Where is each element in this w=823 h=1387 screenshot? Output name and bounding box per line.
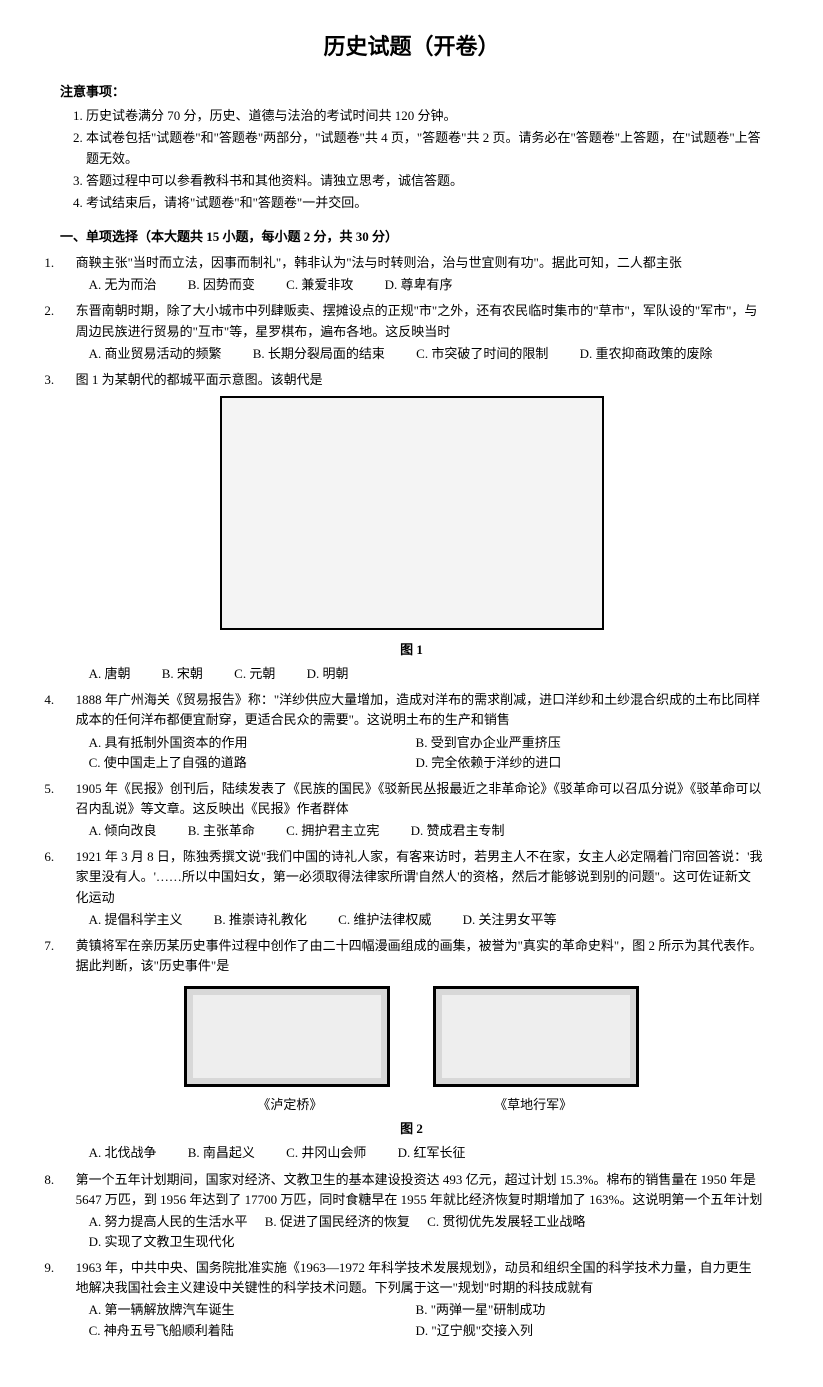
question-stem: 1963 年，中共中央、国务院批准实施《1963—1972 年科学技术发展规划》… xyxy=(76,1260,752,1295)
figure-2 xyxy=(60,982,763,1091)
options-grid: A. 第一辆解放牌汽车诞生 B. "两弹一星"研制成功 C. 神舟五号飞船顺利着… xyxy=(89,1300,763,1340)
notice-header: 注意事项： xyxy=(60,82,763,102)
notice-item: 本试卷包括"试题卷"和"答题卷"两部分，"试题卷"共 4 页，"答题卷"共 2 … xyxy=(86,128,763,168)
painting-label-2: 《草地行军》 xyxy=(413,1095,653,1115)
opt-d: D. 关注男女平等 xyxy=(463,910,557,930)
notice-item: 考试结束后，请将"试题卷"和"答题卷"一并交回。 xyxy=(86,193,763,213)
opt-d: D. 红军长征 xyxy=(398,1143,466,1163)
opt-c: C. 元朝 xyxy=(234,664,275,684)
city-map-illustration xyxy=(220,396,604,630)
opt-c: C. 拥护君主立宪 xyxy=(286,821,379,841)
opt-c: C. 市突破了时间的限制 xyxy=(416,344,548,364)
question-stem: 商鞅主张"当时而立法，因事而制礼"，韩非认为"法与时转则治，治与世宜则有功"。据… xyxy=(76,255,682,270)
opt-d: D. "辽宁舰"交接入列 xyxy=(416,1321,740,1341)
question-5: 5.1905 年《民报》创刊后，陆续发表了《民族的国民》《驳新民丛报最近之非革命… xyxy=(76,779,763,819)
opt-d: D. 重农抑商政策的废除 xyxy=(580,344,713,364)
question-7: 7.黄镇将军在亲历某历史事件过程中创作了由二十四幅漫画组成的画集，被誉为"真实的… xyxy=(76,936,763,976)
opt-a: A. 具有抵制外国资本的作用 xyxy=(89,733,413,753)
options-row: A. 无为而治 B. 因势而变 C. 兼爱非攻 D. 尊卑有序 xyxy=(89,275,763,295)
question-2: 2.东晋南朝时期，除了大小城市中列肆贩卖、摆摊设点的正规"市"之外，还有农民临时… xyxy=(76,301,763,341)
options-row: A. 提倡科学主义 B. 推崇诗礼教化 C. 维护法律权威 D. 关注男女平等 xyxy=(89,910,763,930)
opt-c: C. 维护法律权威 xyxy=(338,910,431,930)
opt-b: B. 受到官办企业严重挤压 xyxy=(416,733,740,753)
question-stem: 图 1 为某朝代的都城平面示意图。该朝代是 xyxy=(76,372,323,387)
section-heading: 一、单项选择（本大题共 15 小题，每小题 2 分，共 30 分） xyxy=(60,227,763,247)
exam-page: 历史试题（开卷） 注意事项： 历史试卷满分 70 分，历史、道德与法治的考试时间… xyxy=(0,0,823,1387)
opt-a: A. 倾向改良 xyxy=(89,821,157,841)
notice-item: 答题过程中可以参看教科书和其他资料。请独立思考，诚信答题。 xyxy=(86,171,763,191)
question-stem: 第一个五年计划期间，国家对经济、文教卫生的基本建设投资达 493 亿元，超过计划… xyxy=(76,1172,763,1207)
question-stem: 1888 年广州海关《贸易报告》称："洋纱供应大量增加，造成对洋布的需求削减，进… xyxy=(76,692,761,727)
options-row: A. 倾向改良 B. 主张革命 C. 拥护君主立宪 D. 赞成君主专制 xyxy=(89,821,763,841)
notice-item: 历史试卷满分 70 分，历史、道德与法治的考试时间共 120 分钟。 xyxy=(86,106,763,126)
opt-c: C. 井冈山会师 xyxy=(286,1143,366,1163)
options-grid: A. 具有抵制外国资本的作用 B. 受到官办企业严重挤压 C. 使中国走上了自强… xyxy=(89,733,763,773)
question-8: 8.第一个五年计划期间，国家对经济、文教卫生的基本建设投资达 493 亿元，超过… xyxy=(76,1170,763,1210)
opt-b: B. 促进了国民经济的恢复 xyxy=(265,1212,410,1232)
options-row: A. 努力提高人民的生活水平 B. 促进了国民经济的恢复 C. 贯彻优先发展轻工… xyxy=(89,1212,763,1252)
opt-c: C. 兼爱非攻 xyxy=(286,275,353,295)
opt-a: A. 唐朝 xyxy=(89,664,131,684)
options-row: A. 北伐战争 B. 南昌起义 C. 井冈山会师 D. 红军长征 xyxy=(89,1143,763,1163)
options-row: A. 唐朝 B. 宋朝 C. 元朝 D. 明朝 xyxy=(89,664,763,684)
question-1: 1.商鞅主张"当时而立法，因事而制礼"，韩非认为"法与时转则治，治与世宜则有功"… xyxy=(76,253,763,273)
opt-b: B. 宋朝 xyxy=(162,664,203,684)
painting-luding-bridge xyxy=(184,986,390,1087)
opt-d: D. 完全依赖于洋纱的进口 xyxy=(416,753,740,773)
question-stem: 东晋南朝时期，除了大小城市中列肆贩卖、摆摊设点的正规"市"之外，还有农民临时集市… xyxy=(76,303,758,338)
figure-1-caption: 图 1 xyxy=(60,640,763,660)
figure-1 xyxy=(60,396,763,636)
opt-a: A. 努力提高人民的生活水平 xyxy=(89,1212,248,1232)
opt-d: D. 尊卑有序 xyxy=(385,275,453,295)
question-9: 9.1963 年，中共中央、国务院批准实施《1963—1972 年科学技术发展规… xyxy=(76,1258,763,1298)
opt-b: B. 长期分裂局面的结束 xyxy=(253,344,385,364)
question-6: 6.1921 年 3 月 8 日，陈独秀撰文说"我们中国的诗礼人家，有客来访时，… xyxy=(76,847,763,907)
figure-2-labels: 《泸定桥》 《草地行军》 xyxy=(60,1095,763,1115)
opt-b: B. "两弹一星"研制成功 xyxy=(416,1300,740,1320)
page-title: 历史试题（开卷） xyxy=(60,30,763,64)
opt-a: A. 无为而治 xyxy=(89,275,157,295)
notice-list: 历史试卷满分 70 分，历史、道德与法治的考试时间共 120 分钟。 本试卷包括… xyxy=(60,106,763,213)
options-row: A. 商业贸易活动的频繁 B. 长期分裂局面的结束 C. 市突破了时间的限制 D… xyxy=(89,344,763,364)
opt-c: C. 神舟五号飞船顺利着陆 xyxy=(89,1321,413,1341)
opt-b: B. 主张革命 xyxy=(188,821,255,841)
figure-2-caption: 图 2 xyxy=(60,1119,763,1139)
question-stem: 1905 年《民报》创刊后，陆续发表了《民族的国民》《驳新民丛报最近之非革命论》… xyxy=(76,781,762,816)
question-4: 4.1888 年广州海关《贸易报告》称："洋纱供应大量增加，造成对洋布的需求削减… xyxy=(76,690,763,730)
opt-a: A. 北伐战争 xyxy=(89,1143,157,1163)
question-stem: 黄镇将军在亲历某历史事件过程中创作了由二十四幅漫画组成的画集，被誉为"真实的革命… xyxy=(76,938,763,973)
opt-d: D. 实现了文教卫生现代化 xyxy=(89,1232,235,1252)
opt-a: A. 第一辆解放牌汽车诞生 xyxy=(89,1300,413,1320)
opt-b: B. 南昌起义 xyxy=(188,1143,255,1163)
opt-c: C. 贯彻优先发展轻工业战略 xyxy=(427,1212,585,1232)
opt-b: B. 推崇诗礼教化 xyxy=(214,910,307,930)
opt-a: A. 提倡科学主义 xyxy=(89,910,183,930)
painting-label-1: 《泸定桥》 xyxy=(170,1095,410,1115)
opt-b: B. 因势而变 xyxy=(188,275,255,295)
opt-c: C. 使中国走上了自强的道路 xyxy=(89,753,413,773)
painting-grassland-march xyxy=(433,986,639,1087)
question-3: 3.图 1 为某朝代的都城平面示意图。该朝代是 xyxy=(76,370,763,390)
opt-d: D. 赞成君主专制 xyxy=(411,821,505,841)
opt-d: D. 明朝 xyxy=(307,664,349,684)
question-stem: 1921 年 3 月 8 日，陈独秀撰文说"我们中国的诗礼人家，有客来访时，若男… xyxy=(76,849,763,904)
opt-a: A. 商业贸易活动的频繁 xyxy=(89,344,222,364)
